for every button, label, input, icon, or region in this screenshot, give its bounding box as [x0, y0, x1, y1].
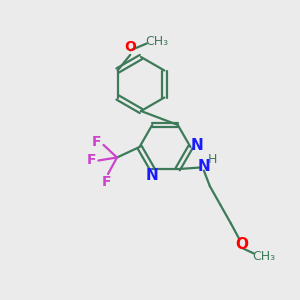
Text: H: H — [207, 153, 217, 166]
Text: CH₃: CH₃ — [253, 250, 276, 263]
Text: F: F — [92, 135, 102, 149]
Text: O: O — [235, 238, 248, 253]
Text: N: N — [145, 168, 158, 183]
Text: N: N — [197, 159, 210, 174]
Text: CH₃: CH₃ — [146, 34, 169, 48]
Text: F: F — [87, 154, 97, 167]
Text: N: N — [191, 138, 203, 153]
Text: F: F — [102, 175, 111, 188]
Text: O: O — [124, 40, 136, 54]
